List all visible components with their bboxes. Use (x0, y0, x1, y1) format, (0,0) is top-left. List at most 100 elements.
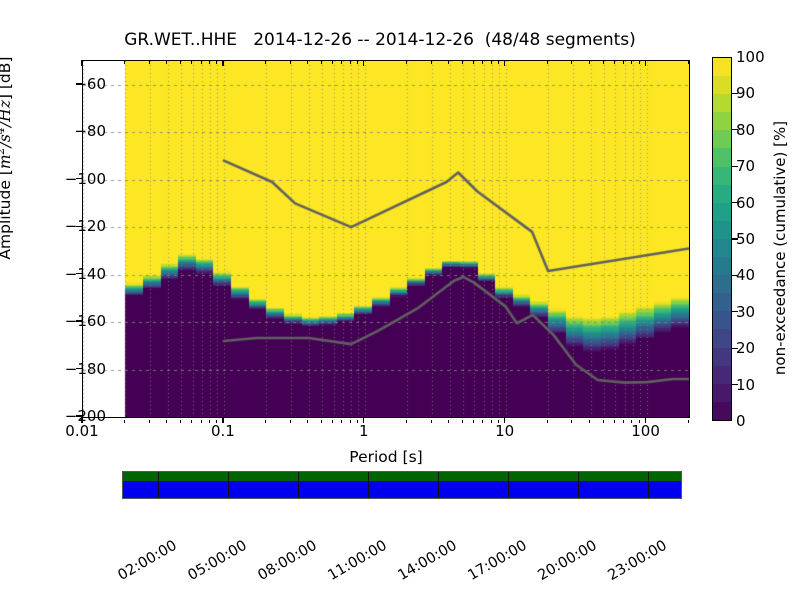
y-axis-tick-label: −160 (64, 312, 106, 331)
colorbar-tick-label: 90 (736, 84, 756, 103)
x-axis-minor-tick (307, 419, 309, 423)
x-axis-top-tick-mark (504, 60, 506, 66)
x-axis-minor-tick (430, 419, 432, 423)
x-axis-minor-tick (490, 419, 492, 423)
x-axis-minor-tick (571, 419, 573, 423)
coverage-blue-band (123, 480, 681, 498)
data-coverage-bar (122, 471, 682, 499)
colorbar-segment (713, 130, 731, 149)
time-axis-tick-label: 08:00:00 (255, 537, 320, 584)
x-axis-minor-tick (687, 419, 689, 423)
colorbar-tick-label: 80 (736, 120, 756, 139)
colorbar-segment (713, 275, 731, 294)
x-axis-tick-mark (81, 417, 83, 423)
x-axis-minor-tick (405, 419, 407, 423)
x-axis-minor-tick (430, 60, 432, 64)
y-axis-tick-label: −120 (64, 217, 106, 236)
x-axis-minor-tick (687, 60, 689, 64)
x-axis-minor-tick (289, 419, 291, 423)
colorbar-segment (713, 329, 731, 348)
x-axis-minor-tick (482, 60, 484, 64)
x-axis-minor-tick (448, 419, 450, 423)
colorbar-segment (713, 58, 731, 77)
colorbar-tick-label: 40 (736, 266, 756, 285)
y-axis-tick-mark (76, 83, 82, 85)
x-axis-minor-tick (602, 60, 604, 64)
x-axis-tick-mark (363, 417, 365, 423)
x-axis-minor-tick (638, 419, 640, 423)
y-axis-label-suffix: ] [dB] (0, 56, 15, 101)
colorbar-tick-label: 60 (736, 193, 756, 212)
colorbar-segment (713, 401, 731, 420)
x-axis-minor-tick (631, 60, 633, 64)
colorbar-segment (713, 202, 731, 221)
x-axis-minor-tick (405, 60, 407, 64)
x-axis-top-tick-mark (644, 60, 647, 66)
x-axis-minor-tick (200, 419, 202, 423)
colorbar-segment (713, 76, 731, 95)
y-axis-tick-mark (76, 130, 82, 132)
colorbar-tick-mark (732, 311, 738, 313)
y-axis-label-units: m2/s4/Hz (0, 100, 15, 169)
colorbar-tick-label: 30 (736, 302, 756, 321)
coverage-tick-mark (438, 472, 439, 498)
x-axis-tick-mark (504, 417, 506, 423)
x-axis-minor-tick (264, 419, 266, 423)
time-axis-tick-label: 11:00:00 (325, 537, 390, 584)
x-axis-tick-label: 0.1 (210, 422, 235, 440)
x-axis-minor-tick (589, 60, 591, 64)
time-axis-tick-label: 17:00:00 (465, 537, 530, 584)
x-axis-minor-tick (613, 60, 615, 64)
coverage-tick-mark (158, 472, 159, 498)
x-axis-minor-tick (123, 60, 125, 64)
colorbar-tick-label: 50 (736, 230, 756, 248)
x-axis-tick-mark (644, 417, 647, 423)
y-axis-tick-mark (76, 225, 82, 227)
x-axis-minor-tick (349, 60, 351, 64)
y-axis-tick-label: −100 (64, 169, 106, 188)
x-axis-minor-tick (191, 419, 193, 423)
colorbar-segment (713, 220, 731, 239)
coverage-tick-mark (298, 472, 299, 498)
x-axis-minor-tick (320, 60, 322, 64)
x-axis-minor-tick (448, 60, 450, 64)
colorbar-tick-mark (732, 274, 738, 276)
x-axis-minor-tick (497, 60, 499, 64)
colorbar-tick-mark (732, 129, 738, 131)
colorbar-segment (713, 238, 731, 258)
colorbar-tick-label: 10 (736, 375, 756, 394)
x-axis-minor-tick (208, 60, 210, 64)
coverage-tick-mark (228, 472, 229, 498)
colorbar-tick-label: 100 (736, 48, 765, 66)
colorbar-segment (713, 166, 731, 185)
x-axis-top-tick-mark (81, 60, 83, 66)
colorbar-segment (713, 184, 731, 203)
time-axis-tick-label: 02:00:00 (115, 537, 180, 584)
x-axis-minor-tick (589, 419, 591, 423)
colorbar-tick-mark (732, 202, 738, 204)
x-axis-minor-tick (497, 419, 499, 423)
x-axis-minor-tick (264, 60, 266, 64)
colorbar-tick-mark (732, 92, 738, 94)
x-axis-minor-tick (631, 419, 633, 423)
coverage-tick-mark (368, 472, 369, 498)
x-axis-minor-tick (546, 419, 548, 423)
y-axis-tick-mark (76, 415, 82, 417)
x-axis-minor-tick (341, 60, 343, 64)
y-axis-tick-mark (76, 273, 82, 275)
x-axis-minor-tick (461, 60, 463, 64)
x-axis-minor-tick (341, 419, 343, 423)
x-axis-minor-tick (356, 419, 358, 423)
x-axis-minor-tick (215, 60, 217, 64)
x-axis-minor-tick (215, 419, 217, 423)
x-axis-tick-label: 100 (631, 422, 660, 440)
coverage-tick-mark (648, 472, 649, 498)
x-axis-minor-tick (461, 419, 463, 423)
y-axis-tick-label: −200 (64, 407, 106, 425)
x-axis-minor-tick (613, 419, 615, 423)
colorbar-tick-label: 0 (736, 412, 746, 430)
y-axis-tick-label: −60 (74, 74, 106, 93)
colorbar-segment (713, 365, 731, 384)
ppsd-plot-clip (83, 61, 689, 417)
x-axis-minor-tick (166, 419, 168, 423)
